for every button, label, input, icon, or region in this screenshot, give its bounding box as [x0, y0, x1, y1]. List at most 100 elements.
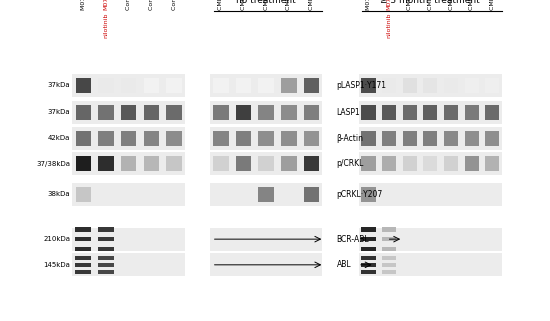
Text: pCRKL·Y207: pCRKL·Y207 — [337, 190, 383, 199]
Bar — [485, 156, 499, 171]
Text: CML Patient 5: CML Patient 5 — [490, 0, 495, 10]
Bar — [359, 228, 502, 251]
Bar — [258, 156, 274, 171]
Text: CML Patient 3: CML Patient 3 — [263, 0, 269, 10]
Text: 210kDa: 210kDa — [43, 236, 70, 242]
Bar — [166, 78, 182, 92]
Bar — [98, 256, 114, 260]
Text: 42kDa: 42kDa — [48, 135, 70, 141]
Bar — [166, 131, 182, 145]
Text: CML Patient 5: CML Patient 5 — [309, 0, 314, 10]
Bar — [281, 78, 296, 92]
Bar — [382, 227, 397, 232]
Bar — [485, 105, 499, 120]
Bar — [144, 78, 159, 92]
Bar — [236, 131, 251, 145]
Text: 37kDa: 37kDa — [48, 109, 70, 115]
Text: Control B: Control B — [149, 0, 154, 10]
Bar — [213, 131, 229, 145]
Bar — [485, 131, 499, 145]
Bar — [236, 78, 251, 92]
Bar — [98, 247, 114, 251]
Bar — [121, 131, 136, 145]
Text: LASP1: LASP1 — [337, 108, 360, 117]
Bar — [382, 263, 397, 267]
Bar — [361, 156, 376, 171]
Bar — [361, 263, 376, 267]
Bar — [359, 101, 502, 124]
Bar — [359, 74, 502, 97]
Bar — [382, 270, 397, 274]
Text: 37/38kDa: 37/38kDa — [36, 161, 70, 167]
Bar — [403, 131, 417, 145]
Text: pLASP1·Y171: pLASP1·Y171 — [337, 81, 387, 90]
Bar — [98, 227, 114, 232]
Bar — [121, 156, 136, 171]
Bar — [73, 228, 185, 251]
Bar — [75, 263, 91, 267]
Bar — [465, 105, 478, 120]
Text: 37kDa: 37kDa — [48, 82, 70, 88]
Text: nilotinib: nilotinib — [103, 13, 108, 38]
Bar — [144, 105, 159, 120]
Bar — [281, 105, 296, 120]
Bar — [382, 256, 397, 260]
Bar — [258, 187, 274, 202]
Bar — [98, 263, 114, 267]
Bar — [359, 253, 502, 276]
Text: M07p210: M07p210 — [387, 0, 392, 10]
Text: CML Patient 4: CML Patient 4 — [469, 0, 474, 10]
Bar — [424, 78, 437, 92]
Bar — [359, 183, 502, 206]
Bar — [281, 156, 296, 171]
Bar — [75, 227, 91, 232]
Bar — [98, 270, 114, 274]
Bar — [98, 237, 114, 241]
Bar — [121, 78, 136, 92]
Bar — [213, 156, 229, 171]
Bar — [210, 126, 322, 150]
Text: p/CRKL: p/CRKL — [337, 159, 364, 168]
Bar — [361, 256, 376, 260]
Bar — [361, 237, 376, 241]
Bar — [75, 156, 91, 171]
Bar — [485, 78, 499, 92]
Bar — [359, 152, 502, 175]
Text: Control C: Control C — [172, 0, 177, 10]
Text: M07p210: M07p210 — [103, 0, 108, 10]
Bar — [144, 131, 159, 145]
Bar — [465, 78, 478, 92]
Bar — [73, 152, 185, 175]
Bar — [304, 78, 320, 92]
Text: nilotinib: nilotinib — [387, 13, 392, 38]
Text: CML Patient 3: CML Patient 3 — [448, 0, 454, 10]
Bar — [361, 105, 376, 120]
Bar — [382, 105, 396, 120]
Bar — [75, 256, 91, 260]
Bar — [75, 105, 91, 120]
Text: no treatment: no treatment — [236, 0, 296, 5]
Bar — [210, 101, 322, 124]
Bar — [382, 156, 396, 171]
Bar — [403, 78, 417, 92]
Bar — [382, 78, 396, 92]
Bar — [359, 126, 502, 150]
Bar — [361, 131, 376, 145]
Bar — [213, 105, 229, 120]
Bar — [210, 152, 322, 175]
Bar — [75, 187, 91, 202]
Bar — [213, 78, 229, 92]
Text: Control A: Control A — [126, 0, 131, 10]
Bar — [304, 131, 320, 145]
Text: CML Patient 2: CML Patient 2 — [241, 0, 246, 10]
Bar — [281, 131, 296, 145]
Bar — [465, 131, 478, 145]
Bar — [121, 105, 136, 120]
Bar — [98, 78, 114, 92]
Bar — [361, 247, 376, 251]
Bar — [465, 156, 478, 171]
Bar — [98, 105, 114, 120]
Bar — [75, 131, 91, 145]
Bar — [444, 131, 458, 145]
Text: CML Patient 4: CML Patient 4 — [287, 0, 292, 10]
